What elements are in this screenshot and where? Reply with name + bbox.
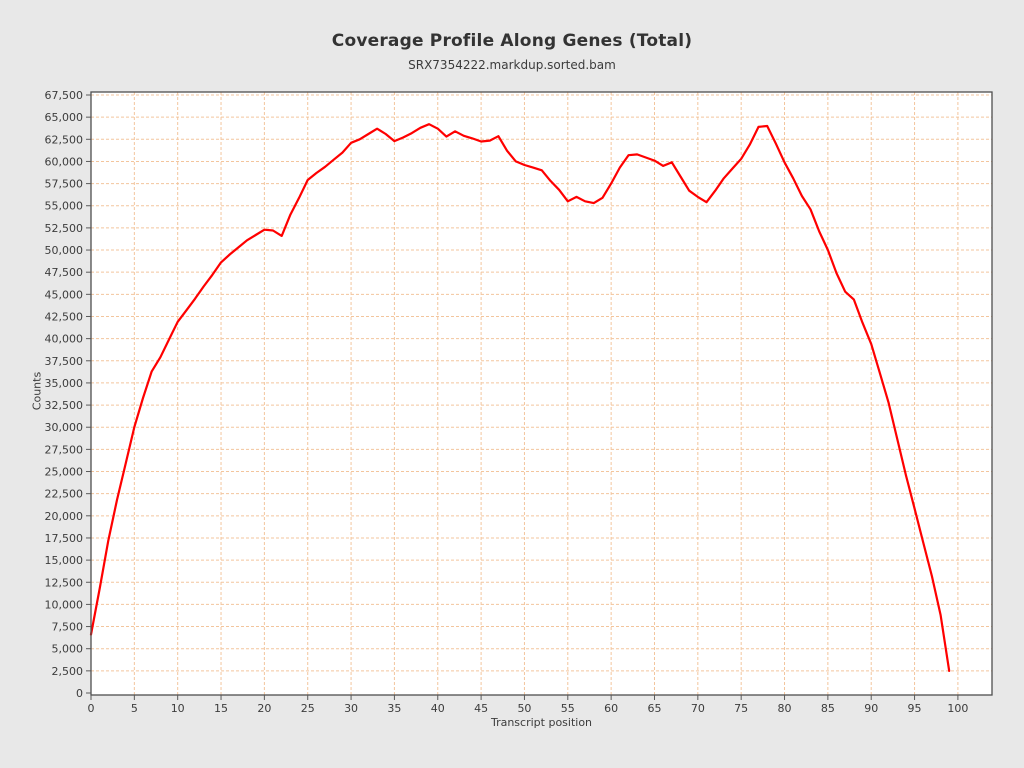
y-tick-label: 47,500 (45, 266, 84, 279)
x-tick-label: 25 (301, 702, 315, 715)
y-tick-label: 55,000 (45, 200, 84, 213)
y-tick-label: 62,500 (45, 133, 84, 146)
y-tick-label: 15,000 (45, 554, 84, 567)
x-tick-label: 55 (561, 702, 575, 715)
y-tick-label: 20,000 (45, 510, 84, 523)
x-tick-label: 65 (647, 702, 661, 715)
x-tick-label: 75 (734, 702, 748, 715)
x-tick-label: 30 (344, 702, 358, 715)
y-tick-label: 17,500 (45, 532, 84, 545)
x-tick-label: 35 (387, 702, 401, 715)
x-tick-label: 50 (517, 702, 531, 715)
gridlines (91, 92, 992, 695)
y-tick-label: 27,500 (45, 443, 84, 456)
x-tick-label: 45 (474, 702, 488, 715)
x-tick-label: 85 (821, 702, 835, 715)
y-tick-label: 10,000 (45, 598, 84, 611)
x-tick-label: 95 (908, 702, 922, 715)
x-tick-label: 90 (864, 702, 878, 715)
y-tick-label: 32,500 (45, 399, 84, 412)
chart-subtitle: SRX7354222.markdup.sorted.bam (408, 58, 616, 72)
y-tick-label: 35,000 (45, 377, 84, 390)
y-tick-label: 52,500 (45, 222, 84, 235)
x-tick-label: 10 (171, 702, 185, 715)
y-tick-label: 0 (76, 687, 83, 700)
x-tick-label: 20 (257, 702, 271, 715)
x-tick-label: 70 (691, 702, 705, 715)
x-tick-label: 0 (88, 702, 95, 715)
y-tick-label: 60,000 (45, 155, 84, 168)
y-axis-title: Counts (30, 371, 44, 411)
y-tick-label: 50,000 (45, 244, 84, 257)
plot-area (91, 92, 992, 695)
x-tick-label: 5 (131, 702, 138, 715)
y-tick-label: 67,500 (45, 89, 84, 102)
y-tick-label: 45,000 (45, 288, 84, 301)
y-tick-label: 7,500 (52, 621, 84, 634)
chart-title: Coverage Profile Along Genes (Total) (331, 31, 693, 51)
y-tick-label: 22,500 (45, 488, 84, 501)
y-tick-label: 12,500 (45, 576, 84, 589)
x-tick-label: 100 (947, 702, 968, 715)
coverage-line (89, 123, 951, 673)
x-tick-label: 15 (214, 702, 228, 715)
y-tick-label: 2,500 (52, 665, 84, 678)
x-tick-label: 60 (604, 702, 618, 715)
x-tick-label: 40 (431, 702, 445, 715)
y-tick-label: 40,000 (45, 333, 84, 346)
y-tick-label: 65,000 (45, 111, 84, 124)
y-tick-label: 30,000 (45, 421, 84, 434)
plot-frame (90, 91, 993, 696)
x-tick-label: 80 (778, 702, 792, 715)
y-tick-label: 5,000 (52, 643, 84, 656)
y-tick-label: 37,500 (45, 355, 84, 368)
y-tick-label: 57,500 (45, 178, 84, 191)
axis-ticks (86, 94, 959, 700)
y-tick-label: 42,500 (45, 310, 84, 323)
y-tick-label: 25,000 (45, 466, 84, 479)
x-axis-title: Transcript position (490, 716, 593, 729)
axis-tick-labels: 0 5 10 15 20 25 30 35 40 45 50 55 60 65 70 75 80 85 90 95 10… (45, 89, 969, 715)
